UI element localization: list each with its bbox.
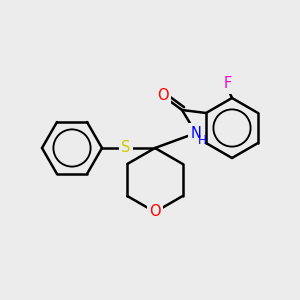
Text: F: F [224,76,232,92]
Text: S: S [121,140,131,155]
Text: N: N [190,125,201,140]
Text: O: O [149,205,161,220]
Text: O: O [157,88,169,104]
Text: H: H [197,134,206,148]
